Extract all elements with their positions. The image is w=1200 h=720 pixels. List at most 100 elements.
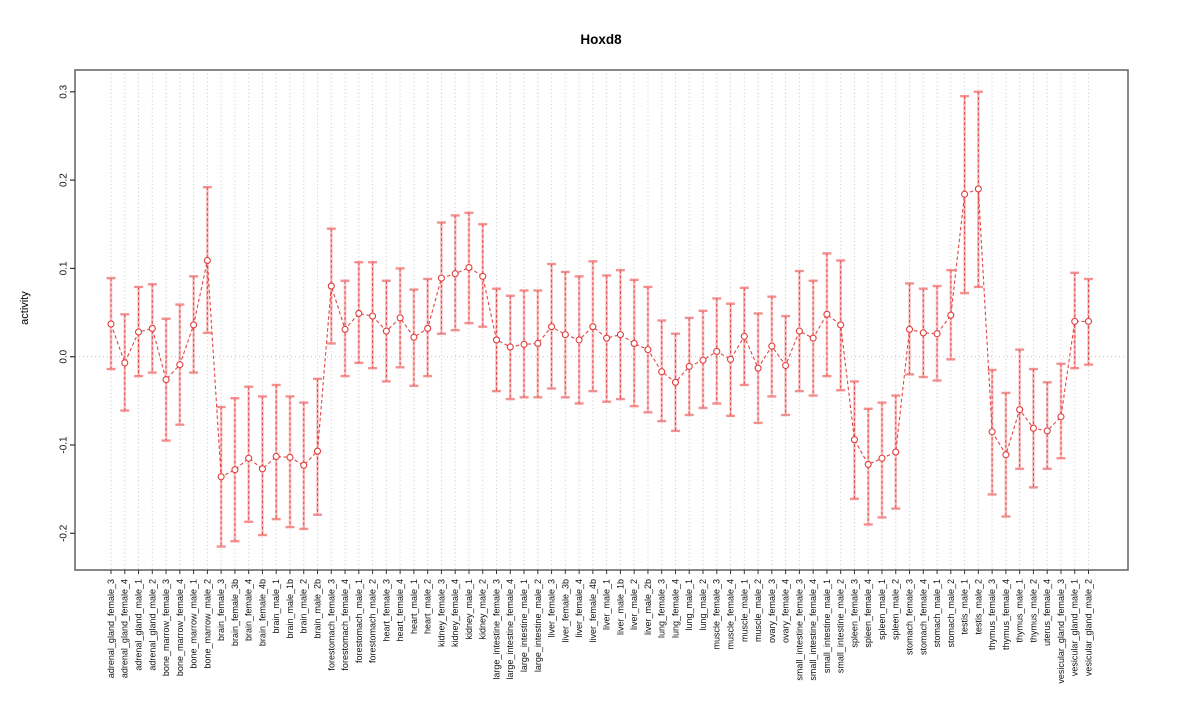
data-point	[300, 461, 308, 469]
data-point	[1002, 451, 1010, 459]
data-point	[947, 311, 955, 319]
data-point	[699, 356, 707, 364]
x-tick-label: thymus_male_1	[1015, 579, 1025, 643]
x-tick-label: liver_male_2b	[643, 579, 653, 635]
data-point	[864, 460, 872, 468]
x-tick-label: bone_marrow_female_3	[161, 579, 171, 676]
data-point	[823, 310, 831, 318]
data-point	[258, 465, 266, 473]
x-tick-label: adrenal_gland_male_2	[147, 579, 157, 671]
x-tick-label: uterus_female_4	[1042, 579, 1052, 646]
x-tick-label: liver_female_4	[574, 579, 584, 638]
data-point	[671, 378, 680, 386]
data-point	[479, 272, 487, 280]
plot-box	[74, 69, 1129, 571]
data-point	[713, 347, 721, 355]
x-tick-label: stomach_male_2	[946, 579, 956, 648]
x-tick-label: spleen_male_1	[877, 579, 887, 640]
x-tick-label: spleen_female_3	[849, 579, 859, 648]
data-point	[369, 312, 377, 320]
data-point	[107, 320, 115, 328]
error-bars	[106, 90, 1093, 548]
data-point	[190, 321, 198, 329]
data-point	[644, 346, 652, 354]
x-tick-label: small_intestine_male_1	[822, 579, 832, 673]
data-point	[424, 324, 432, 332]
x-tick-label: adrenal_gland_female_4	[120, 579, 130, 678]
x-tick-label: testis_male_2	[973, 579, 983, 635]
x-tick-label: heart_female_4	[395, 579, 405, 642]
data-point	[355, 309, 363, 317]
data-point	[1016, 406, 1024, 414]
x-tick-label: adrenal_gland_male_1	[134, 579, 144, 671]
x-tick-label: forestomach_female_3	[326, 579, 336, 671]
data-point	[988, 428, 996, 436]
plot-border	[74, 69, 1129, 571]
data-point	[768, 342, 776, 350]
data-point	[878, 454, 886, 462]
x-tick-label: stomach_male_1	[932, 579, 942, 648]
chart-title: Hoxd8	[580, 32, 622, 47]
x-tick-label: kidney_male_1	[464, 579, 474, 640]
data-point	[121, 359, 129, 367]
data-point	[754, 364, 762, 372]
y-tick-label: 0.3	[59, 84, 70, 98]
x-tick-label: brain_female_3b	[230, 579, 240, 646]
data-point	[437, 274, 445, 282]
data-point	[382, 327, 390, 335]
data-point	[313, 447, 322, 455]
x-tick-label: forestomach_male_2	[368, 579, 378, 663]
data-point	[396, 314, 404, 322]
y-tick-label: -0.1	[59, 436, 70, 454]
data-point	[1057, 413, 1065, 421]
y-tick-label: 0.2	[59, 173, 70, 187]
x-tick-label: spleen_male_2	[891, 579, 901, 640]
data-point	[506, 343, 514, 351]
x-tick-label: large_intestine_male_2	[533, 579, 543, 672]
data-point	[974, 185, 982, 193]
data-points	[107, 185, 1093, 481]
data-point	[809, 334, 817, 342]
data-point	[465, 263, 473, 272]
x-tick-label: vesicular_gland_male_1	[1070, 579, 1080, 676]
x-tick-label: liver_female_3b	[560, 579, 570, 643]
x-axis: adrenal_gland_female_3 adrenal_gland_fema…	[106, 570, 1093, 684]
data-point	[1043, 427, 1051, 435]
series-line	[110, 188, 1089, 478]
x-tick-label: bone_marrow_female_4	[175, 579, 185, 676]
data-point	[410, 333, 418, 341]
x-tick-label: muscle_male_1	[739, 579, 749, 642]
x-tick-label: brain_female_4	[244, 579, 254, 641]
x-tick-label: heart_male_1	[409, 579, 419, 634]
x-tick-label: brain_male_2b	[312, 579, 322, 639]
x-tick-label: thymus_female_4	[1001, 579, 1011, 650]
data-point	[451, 270, 459, 278]
x-tick-label: small_intestine_female_3	[794, 579, 804, 681]
x-tick-label: adrenal_gland_female_3	[106, 579, 116, 678]
data-point	[837, 321, 845, 329]
data-point	[1029, 424, 1037, 432]
x-tick-label: heart_female_3	[381, 579, 391, 642]
x-tick-label: kidney_female_4	[450, 579, 460, 647]
x-tick-label: large_intestine_female_3	[491, 579, 501, 680]
y-tick-label: 0.1	[59, 261, 70, 275]
mean-line	[110, 188, 1089, 478]
data-point	[575, 336, 583, 344]
data-point	[327, 282, 335, 290]
data-point	[134, 328, 143, 336]
data-point	[162, 376, 170, 384]
data-point	[603, 334, 611, 342]
x-tick-label: forestomach_female_4	[340, 579, 350, 671]
data-point	[850, 436, 859, 444]
x-tick-label: stomach_female_3	[904, 579, 914, 655]
x-tick-label: small_intestine_female_4	[808, 579, 818, 681]
y-axis: -0.2 -0.1 0.0 0.1 0.2 0.3	[59, 84, 75, 542]
data-point	[685, 362, 693, 370]
data-point	[961, 190, 969, 198]
data-point	[272, 452, 280, 461]
x-tick-label: liver_female_4b	[588, 579, 598, 643]
x-tick-label: brain_female_4b	[257, 579, 267, 646]
data-point	[1071, 317, 1079, 325]
x-tick-label: bone_marrow_male_2	[202, 579, 212, 669]
